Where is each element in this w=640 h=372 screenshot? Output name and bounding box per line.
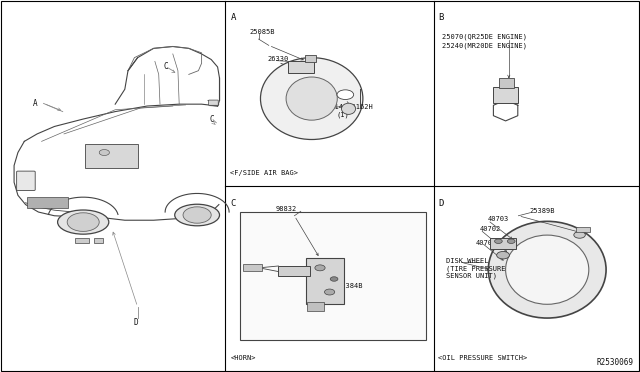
FancyBboxPatch shape bbox=[307, 302, 324, 311]
FancyBboxPatch shape bbox=[17, 171, 35, 190]
Circle shape bbox=[495, 239, 502, 243]
FancyBboxPatch shape bbox=[305, 55, 316, 61]
Text: C: C bbox=[163, 62, 168, 71]
Text: <F/SIDE AIR BAG>: <F/SIDE AIR BAG> bbox=[230, 170, 298, 176]
Text: 25085B: 25085B bbox=[250, 29, 275, 35]
FancyBboxPatch shape bbox=[94, 238, 103, 243]
Text: D: D bbox=[438, 199, 444, 208]
FancyBboxPatch shape bbox=[306, 258, 344, 304]
FancyBboxPatch shape bbox=[499, 78, 514, 88]
Circle shape bbox=[337, 90, 354, 99]
Circle shape bbox=[574, 231, 586, 238]
FancyBboxPatch shape bbox=[278, 266, 310, 276]
FancyBboxPatch shape bbox=[490, 237, 516, 249]
Ellipse shape bbox=[342, 103, 356, 114]
Text: C: C bbox=[209, 115, 214, 124]
Text: A: A bbox=[230, 13, 236, 22]
Bar bbox=[240, 212, 426, 340]
Circle shape bbox=[508, 239, 515, 243]
Text: 40700M: 40700M bbox=[476, 240, 502, 246]
Text: <HORN>: <HORN> bbox=[230, 355, 256, 361]
Circle shape bbox=[183, 207, 211, 223]
Ellipse shape bbox=[260, 58, 363, 140]
Text: B: B bbox=[438, 13, 444, 22]
FancyBboxPatch shape bbox=[209, 100, 218, 105]
Text: 25389B: 25389B bbox=[530, 208, 556, 214]
Circle shape bbox=[99, 150, 109, 155]
Text: SENSOR UNIT): SENSOR UNIT) bbox=[446, 273, 497, 279]
Ellipse shape bbox=[488, 221, 606, 318]
Text: 40703: 40703 bbox=[488, 217, 509, 222]
FancyBboxPatch shape bbox=[75, 238, 89, 243]
FancyBboxPatch shape bbox=[85, 144, 138, 168]
Text: 98832: 98832 bbox=[275, 206, 296, 212]
Text: 40702: 40702 bbox=[480, 226, 501, 232]
Text: 08146-6162H: 08146-6162H bbox=[326, 104, 373, 110]
Ellipse shape bbox=[286, 77, 337, 120]
Text: 25384B: 25384B bbox=[338, 283, 364, 289]
Circle shape bbox=[497, 251, 509, 259]
Circle shape bbox=[324, 289, 335, 295]
FancyBboxPatch shape bbox=[288, 61, 314, 73]
FancyBboxPatch shape bbox=[243, 264, 262, 271]
Ellipse shape bbox=[506, 235, 589, 304]
Text: (TIRE PRESSURE): (TIRE PRESSURE) bbox=[446, 265, 510, 272]
Text: A: A bbox=[33, 99, 38, 108]
Text: (1): (1) bbox=[336, 111, 349, 118]
Text: D: D bbox=[133, 318, 138, 327]
Text: B: B bbox=[120, 147, 124, 156]
FancyBboxPatch shape bbox=[577, 227, 591, 232]
Text: 26330: 26330 bbox=[268, 56, 289, 62]
Text: C: C bbox=[230, 199, 236, 208]
Circle shape bbox=[315, 265, 325, 271]
Text: 25070(QR25DE ENGINE): 25070(QR25DE ENGINE) bbox=[442, 34, 527, 41]
Text: 25240(MR20DE ENGINE): 25240(MR20DE ENGINE) bbox=[442, 42, 527, 49]
Text: B: B bbox=[344, 92, 347, 97]
Circle shape bbox=[67, 213, 99, 231]
Text: DISK WHEEL: DISK WHEEL bbox=[446, 258, 488, 264]
Ellipse shape bbox=[58, 210, 109, 234]
Text: <OIL PRESSURE SWITCH>: <OIL PRESSURE SWITCH> bbox=[438, 355, 527, 361]
FancyBboxPatch shape bbox=[493, 87, 518, 103]
Circle shape bbox=[330, 277, 338, 281]
Text: R2530069: R2530069 bbox=[596, 358, 634, 367]
Ellipse shape bbox=[175, 204, 220, 226]
Bar bbox=[27, 197, 68, 208]
